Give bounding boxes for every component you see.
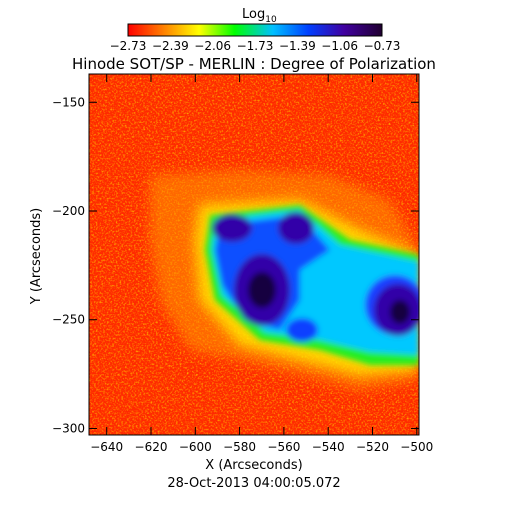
observation-timestamp: 28-Oct-2013 04:00:05.072 (167, 476, 340, 491)
plot-frame (88, 73, 420, 436)
x-tick-label: −600 (179, 440, 212, 454)
x-tick-label: −500 (400, 440, 433, 454)
x-tick-label: −640 (90, 440, 123, 454)
colorbar-tick-label: −2.39 (152, 39, 189, 53)
colorbar (127, 23, 383, 37)
colorbar-tick-label: −0.73 (364, 39, 401, 53)
y-tick-label: −150 (52, 95, 85, 109)
y-tick-label: −250 (52, 313, 85, 327)
x-tick-label: −580 (223, 440, 256, 454)
y-axis-label: Y (Arcseconds) (29, 208, 44, 305)
plot-title: Hinode SOT/SP - MERLIN : Degree of Polar… (72, 55, 436, 73)
colorbar-ticks: −2.73 −2.39 −2.06 −1.73 −1.39 −1.06 −0.73 (110, 39, 401, 53)
x-axis-label: X (Arcseconds) (205, 458, 302, 473)
y-tick-label: −200 (52, 204, 85, 218)
x-tick-label: −540 (312, 440, 345, 454)
colorbar-tick-label: −2.06 (194, 39, 231, 53)
x-tick-label: −620 (135, 440, 168, 454)
x-tick-label: −560 (267, 440, 300, 454)
polarization-map (89, 74, 419, 435)
colorbar-tick-label: −1.39 (279, 39, 316, 53)
colorbar-label: Log10 (242, 7, 277, 25)
y-tick-label: −300 (52, 421, 85, 435)
y-axis: −150 −200 −250 −300 (52, 95, 419, 435)
colorbar-tick-label: −2.73 (110, 39, 147, 53)
x-axis: −640 −620 −600 −580 −560 −540 −520 −500 (90, 74, 433, 454)
colorbar-tick-label: −1.06 (321, 39, 358, 53)
x-tick-label: −520 (356, 440, 389, 454)
colorbar-tick-label: −1.73 (237, 39, 274, 53)
